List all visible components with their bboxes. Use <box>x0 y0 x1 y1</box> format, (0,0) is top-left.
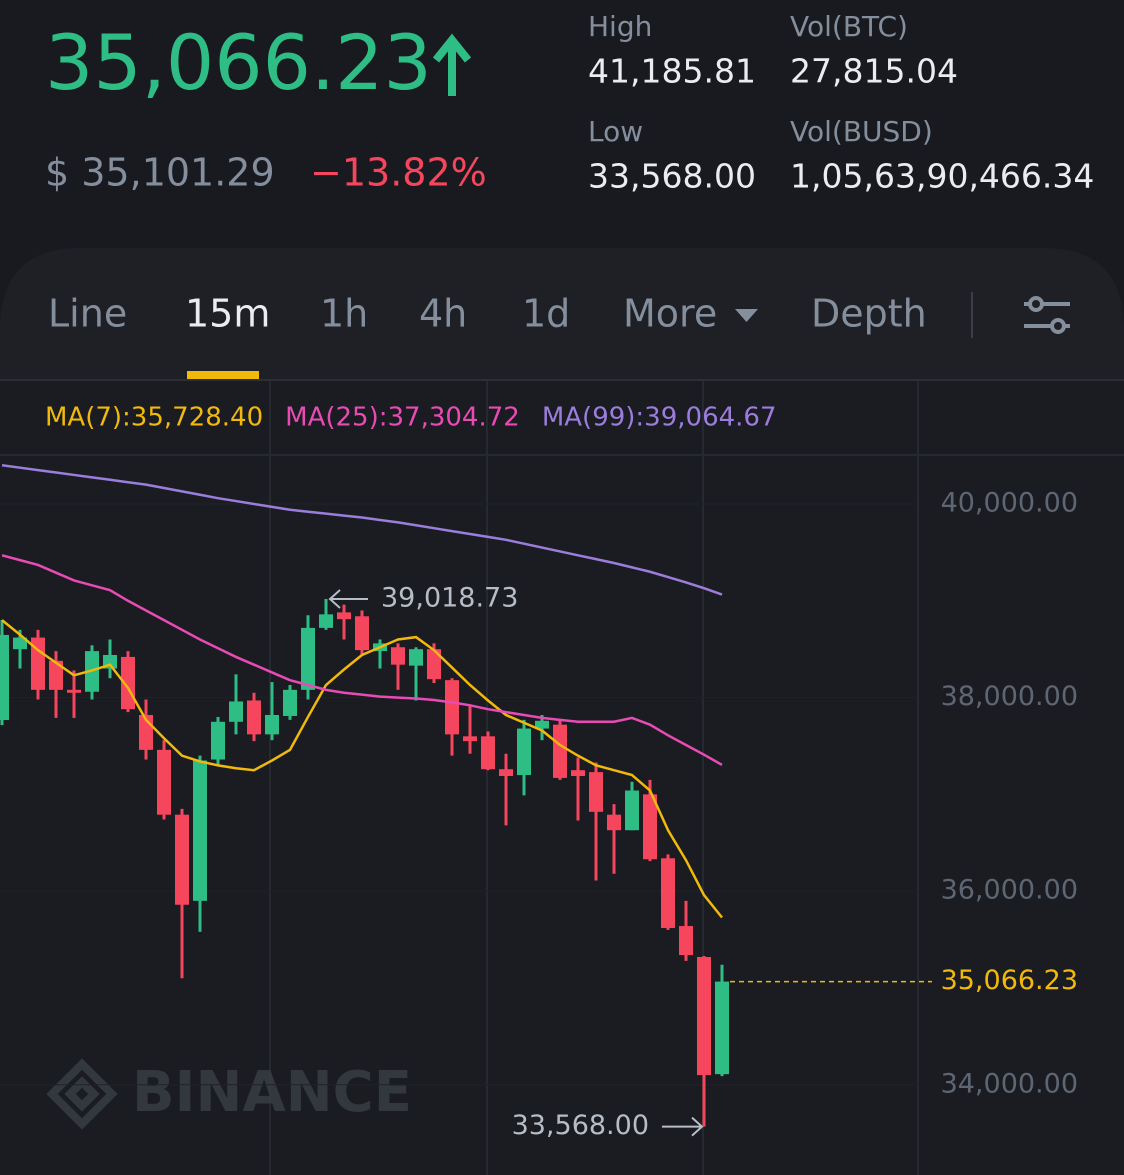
candle-body <box>265 715 279 735</box>
candle-body <box>13 637 27 650</box>
candle-body <box>589 772 603 812</box>
candle-body <box>67 689 81 693</box>
y-tick-label: 34,000.00 <box>941 1068 1078 1099</box>
chart-area <box>0 381 1124 1175</box>
candle-body <box>49 660 63 690</box>
tab[interactable]: 1d <box>522 292 570 336</box>
stat-value: 41,185.81 <box>588 52 756 91</box>
candle-body <box>391 647 405 665</box>
stat-value: 1,05,63,90,466.34 <box>790 157 1094 196</box>
watermark: BINANCE <box>132 1060 412 1125</box>
stat-label: High <box>588 10 652 43</box>
max-label: 39,018.73 <box>381 582 518 613</box>
tab[interactable]: Line <box>48 292 127 336</box>
candle-body <box>0 634 9 721</box>
y-tick-label: 38,000.00 <box>941 681 1078 712</box>
tab[interactable]: 1h <box>320 292 368 336</box>
candle-body <box>643 794 657 860</box>
dropdown-caret[interactable] <box>735 309 758 322</box>
stat-label: Low <box>588 115 643 148</box>
stat-label: Vol(BTC) <box>790 10 908 43</box>
last-price: 35,066.23 <box>45 18 432 107</box>
candle-body <box>409 649 423 666</box>
candle-body <box>517 728 531 776</box>
candle-body <box>193 760 207 901</box>
y-tick-label: 40,000.00 <box>941 487 1078 518</box>
tab[interactable]: More <box>623 292 717 336</box>
tab[interactable]: 4h <box>419 292 467 336</box>
ma-line <box>1 554 723 766</box>
legend-entry: MA(99):39,064.67 <box>542 403 777 433</box>
candle-body <box>661 858 675 928</box>
candle-body <box>499 769 513 776</box>
ma-line <box>1 619 723 919</box>
stat-label: Vol(BUSD) <box>790 115 933 148</box>
candle-body <box>607 814 621 831</box>
candle-body <box>229 701 243 722</box>
stat-value: 27,815.04 <box>790 52 958 91</box>
candle-body <box>427 649 441 680</box>
tab[interactable]: Depth <box>811 292 927 336</box>
candle-body <box>319 614 333 628</box>
legend-entry: MA(7):35,728.40 <box>45 403 263 433</box>
legend-entry: MA(25):37,304.72 <box>285 403 520 433</box>
candle-body <box>535 720 549 729</box>
candle-body <box>283 689 297 716</box>
candle-body <box>31 637 45 690</box>
candle-body <box>355 616 369 651</box>
candle-body <box>175 814 189 905</box>
candle-body <box>715 981 729 1075</box>
candle-body <box>157 749 171 815</box>
tab[interactable]: 15m <box>185 292 270 336</box>
y-tick-label: 36,000.00 <box>941 875 1078 906</box>
stat-value: 33,568.00 <box>588 157 756 196</box>
watermark-logo <box>46 1058 118 1130</box>
candle-body <box>247 700 261 735</box>
max-arrow <box>328 589 368 609</box>
candle-body <box>553 724 567 778</box>
candle-body <box>337 612 351 620</box>
candle-body <box>679 926 693 956</box>
candle-body <box>625 790 639 831</box>
candle-body <box>211 721 225 760</box>
candle-body <box>571 770 585 776</box>
settings-icon[interactable] <box>1024 296 1070 334</box>
ma-line <box>1 464 723 596</box>
candle-body <box>445 680 459 735</box>
up-arrow-icon <box>432 33 472 96</box>
candle-body <box>463 736 477 742</box>
min-label: 33,568.00 <box>512 1110 649 1141</box>
fiat-price: $ 35,101.29 <box>45 151 275 195</box>
last-price-label: 35,066.23 <box>941 965 1078 996</box>
active-tab-indicator <box>187 371 259 379</box>
price-change: −13.82% <box>310 151 487 195</box>
candle-body <box>481 736 495 770</box>
candle-body <box>697 957 711 1076</box>
candle-body <box>301 627 315 690</box>
min-arrow <box>662 1116 704 1137</box>
tab-bar: Line 15m 1h 4h 1d More Depth <box>48 292 927 336</box>
